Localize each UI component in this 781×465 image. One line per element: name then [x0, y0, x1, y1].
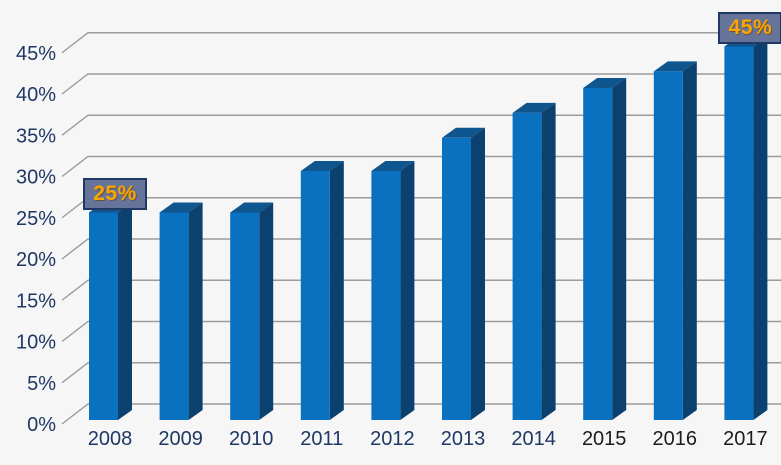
- y-tick-label: 30%: [16, 167, 56, 189]
- bar-side: [541, 102, 556, 421]
- bar-side: [753, 36, 768, 420]
- bar-2011: [300, 171, 330, 420]
- bar-side: [682, 61, 697, 421]
- y-tick-label: 40%: [16, 84, 56, 106]
- bar-2015: [583, 88, 613, 420]
- bar-2017: [724, 46, 754, 420]
- bar-top: [653, 61, 697, 72]
- y-tick-label: 35%: [16, 125, 56, 147]
- gridline: [61, 32, 781, 54]
- y-tick-label: 5%: [27, 373, 56, 395]
- x-tick-label-2017: 2017: [723, 428, 768, 450]
- bar-side: [118, 202, 132, 420]
- bar-2010: [230, 212, 260, 420]
- bar-top: [230, 202, 274, 213]
- x-tick-label-2009: 2009: [158, 428, 203, 450]
- annotation-box-2017: 45%: [718, 11, 781, 44]
- bar-2016: [653, 71, 683, 421]
- bar-2008: [89, 212, 118, 420]
- x-tick-label-2012: 2012: [370, 428, 415, 450]
- bar-2013: [442, 137, 471, 421]
- bar-top: [371, 161, 415, 171]
- bar-side: [612, 78, 627, 420]
- bar-top: [583, 78, 627, 88]
- bar-side: [471, 127, 485, 421]
- bar-top: [300, 161, 344, 171]
- y-tick-label: 15%: [16, 290, 56, 312]
- x-tick-label-2014: 2014: [511, 428, 556, 450]
- bar-side: [259, 202, 274, 420]
- bar-top: [512, 102, 556, 113]
- x-tick-label-2016: 2016: [653, 428, 698, 450]
- bar-side: [188, 202, 203, 420]
- x-tick-label-2008: 2008: [88, 428, 133, 450]
- x-tick-label-2011: 2011: [300, 428, 343, 450]
- bar-top: [442, 127, 485, 138]
- bar-top: [159, 202, 203, 213]
- bar-2012: [371, 171, 401, 420]
- y-tick-label: 20%: [16, 249, 56, 271]
- x-tick-label-2010: 2010: [229, 428, 274, 450]
- bar-2014: [512, 112, 542, 421]
- annotation-box-2008: 25%: [83, 177, 147, 210]
- x-tick-label-2013: 2013: [441, 428, 486, 450]
- y-tick-label: 10%: [16, 332, 56, 354]
- y-tick-label: 0%: [27, 414, 56, 436]
- bar-side: [400, 161, 415, 420]
- gridline: [61, 73, 781, 95]
- y-tick-label: 45%: [16, 43, 56, 65]
- annotation-label: 45%: [728, 15, 773, 39]
- y-tick-label: 25%: [16, 208, 56, 230]
- bar-side: [329, 161, 344, 420]
- annotation-label: 25%: [93, 181, 137, 205]
- bar-2009: [159, 212, 189, 420]
- x-tick-label-2015: 2015: [582, 428, 627, 450]
